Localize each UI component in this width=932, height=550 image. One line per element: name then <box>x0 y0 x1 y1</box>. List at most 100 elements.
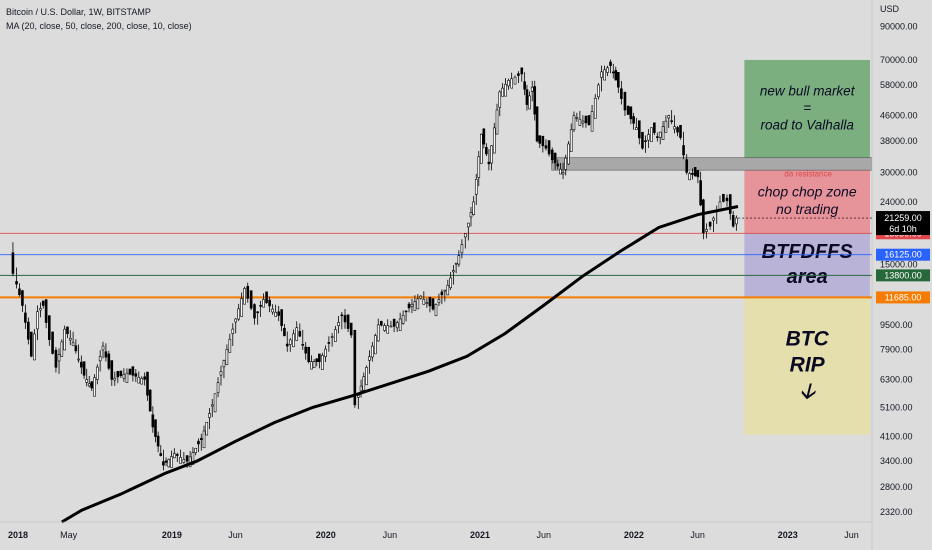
candle-body <box>664 120 668 133</box>
candle-body <box>191 452 195 465</box>
candle-body <box>90 381 94 389</box>
candle-body <box>222 360 226 368</box>
y-tick-label-5: 30000.00 <box>880 167 918 177</box>
candle-body <box>330 336 334 338</box>
candle-body <box>151 414 155 428</box>
candle-body <box>392 318 396 327</box>
candle-body <box>401 314 405 324</box>
x-tick-label-1: May <box>60 530 78 540</box>
price-tag-bg-2 <box>876 269 930 282</box>
candle-body <box>343 315 347 323</box>
candle-body <box>33 333 36 361</box>
candle-body <box>285 343 289 347</box>
candle-body <box>641 131 644 149</box>
candle-body <box>389 325 393 328</box>
candle-body <box>597 84 600 98</box>
zone-label-0-0: new bull market <box>760 84 856 99</box>
candle-body <box>48 315 51 340</box>
candle-body <box>77 358 80 361</box>
candle-body <box>635 127 638 130</box>
candle-body <box>131 366 135 376</box>
zone-label-0-2: road to Valhalla <box>761 117 855 132</box>
candle-body <box>346 314 350 329</box>
candle-body <box>96 366 99 380</box>
candle-body <box>559 168 562 175</box>
candle-body <box>365 367 368 386</box>
candle-body <box>395 322 399 329</box>
candle-body <box>705 229 708 232</box>
candle-body <box>644 140 647 142</box>
candle-body <box>11 252 15 274</box>
y-tick-label-1: 70000.00 <box>880 55 918 65</box>
x-tick-label-11: Jun <box>844 530 859 540</box>
candle-body <box>688 173 691 181</box>
candle-body <box>137 377 141 384</box>
candle-body <box>587 115 591 125</box>
candle-body <box>359 385 363 392</box>
candle-body <box>219 371 223 376</box>
candle-body <box>324 348 327 357</box>
candle-body <box>467 222 470 228</box>
candle-body <box>318 353 321 362</box>
candle-body <box>176 454 179 456</box>
candle-body <box>614 70 618 81</box>
candle-body <box>567 143 570 165</box>
candle-body <box>116 370 120 378</box>
y-tick-label-6: 24000.00 <box>880 197 918 207</box>
candle-body <box>122 374 126 379</box>
candle-body <box>609 61 612 67</box>
candle-body <box>460 244 464 254</box>
candle-body <box>702 199 705 234</box>
candle-body <box>437 299 441 303</box>
candle-body <box>501 87 504 97</box>
candle-body <box>143 376 146 380</box>
candle-body <box>708 221 712 227</box>
candle-body <box>60 341 64 357</box>
candle-body <box>626 106 630 115</box>
candle-body <box>268 299 271 307</box>
candle-body <box>446 285 450 296</box>
candle-body <box>520 67 524 75</box>
candle-body <box>29 331 33 357</box>
candle-body <box>553 152 557 164</box>
candle-body <box>383 325 386 331</box>
candle-body <box>632 116 635 124</box>
candle-body <box>735 217 738 225</box>
candle-body <box>647 134 650 141</box>
candle-body <box>357 395 360 398</box>
candle-body <box>199 438 203 440</box>
candle-body <box>249 290 253 309</box>
candle-body <box>101 345 105 351</box>
candle-body <box>146 371 149 396</box>
candle-body <box>301 344 305 346</box>
candle-body <box>480 133 483 164</box>
candle-body <box>36 311 39 330</box>
candle-body <box>21 290 24 306</box>
candle-body <box>525 89 529 105</box>
candle-body <box>298 331 302 337</box>
candle-body <box>487 161 491 165</box>
candle-body <box>368 356 371 361</box>
candle-body <box>85 379 89 383</box>
price-tag-label-1: 16125.00 <box>884 250 922 260</box>
candle-body <box>550 149 554 161</box>
candle-body <box>210 404 214 407</box>
candle-body <box>63 328 66 351</box>
x-tick-label-3: Jun <box>228 530 243 540</box>
candle-body <box>164 460 168 463</box>
candle-body <box>57 354 61 362</box>
x-tick-label-0: 2018 <box>8 530 28 540</box>
candle-body <box>39 308 42 311</box>
candle-body <box>205 421 209 436</box>
candle-body <box>434 304 438 317</box>
candle-body <box>231 328 235 334</box>
candle-body <box>443 289 447 292</box>
y-tick-label-10: 6300.00 <box>880 374 913 384</box>
candle-body <box>507 80 510 87</box>
candle-body <box>606 67 609 73</box>
candle-body <box>156 435 160 447</box>
candle-body <box>712 217 715 221</box>
candle-body <box>274 311 277 317</box>
candle-body <box>240 298 243 317</box>
